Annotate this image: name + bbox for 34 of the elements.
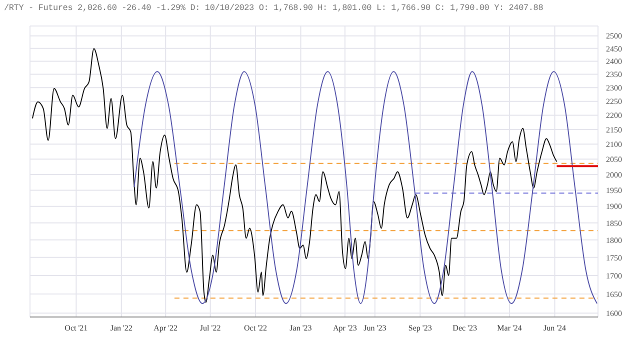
- y-tick-label: 2350: [606, 70, 622, 80]
- x-tick-label: Apr '22: [154, 324, 178, 333]
- y-tick-label: 1850: [606, 218, 622, 228]
- line-series: [32, 48, 558, 303]
- y-tick-label: 1950: [606, 186, 622, 196]
- x-tick-label: Jun '24: [543, 324, 566, 333]
- y-tick-label: 1900: [606, 202, 622, 212]
- y-tick-label: 1700: [606, 271, 622, 280]
- x-tick-label: Oct '22: [244, 324, 268, 333]
- x-tick-label: Apr '23: [333, 324, 357, 333]
- x-tick-label: Oct '21: [64, 324, 88, 333]
- y-tick-label: 1650: [606, 290, 622, 299]
- x-tick-label: Jul '22: [200, 324, 221, 333]
- y-tick-label: 2500: [606, 32, 622, 41]
- x-tick-label: Jan '22: [110, 324, 132, 333]
- y-tick-label: 2100: [606, 140, 622, 150]
- y-tick-label: 2400: [606, 57, 622, 66]
- y-tick-label: 1800: [606, 236, 622, 245]
- y-tick-label: 2200: [606, 111, 622, 120]
- y-tick-label: 2300: [606, 84, 622, 92]
- x-tick-label: Dec '23: [452, 324, 478, 333]
- x-tick-label: Jan '23: [290, 324, 312, 333]
- y-tick-label: 1750: [606, 253, 622, 262]
- y-tick-label: 2050: [606, 154, 622, 164]
- line-series: [134, 71, 598, 304]
- x-tick-label: Sep '23: [408, 324, 432, 333]
- chart-title: /RTY - Futures 2,026.60 -26.40 -1.29% D: 10/10/2023 O: 1,768.90 H: 1,801.00 L: 1,766.90 C: 1,790.00 Y: 2407.88: [4, 3, 544, 13]
- y-tick-label: 2150: [606, 125, 622, 134]
- y-tick-label: 2450: [606, 44, 622, 54]
- y-tick-label: 1600: [606, 308, 622, 318]
- y-tick-label: 2250: [606, 97, 622, 106]
- x-tick-label: Jun '23: [364, 324, 386, 333]
- x-tick-label: Mar '24: [497, 324, 522, 333]
- y-tick-label: 2000: [606, 170, 622, 180]
